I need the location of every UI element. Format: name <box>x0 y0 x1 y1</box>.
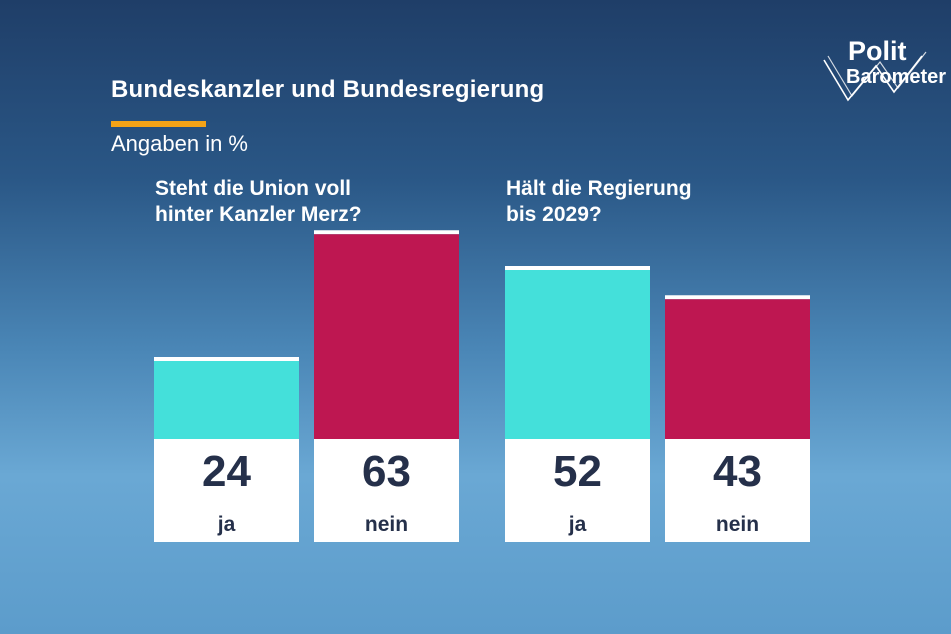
bar-ja <box>154 361 299 439</box>
bar-label-box <box>314 439 459 542</box>
question-1: Steht die Union voll hinter Kanzler Merz… <box>155 176 362 228</box>
chart-subtitle: Angaben in % <box>111 131 248 156</box>
bar-top-cap <box>505 266 650 270</box>
data-label: 52 <box>553 447 602 496</box>
bar-ja <box>505 270 650 439</box>
question-2-line2: bis 2029? <box>506 203 602 226</box>
bar-nein <box>314 234 459 439</box>
data-label: 24 <box>202 447 251 496</box>
question-1-line1: Steht die Union voll <box>155 177 352 200</box>
bar-label-box <box>665 439 810 542</box>
logo-line2: Barometer <box>846 66 947 88</box>
bar-label-box <box>505 439 650 542</box>
data-label: 43 <box>713 447 762 496</box>
logo-line1: Polit <box>848 36 907 66</box>
data-label: 63 <box>362 447 411 496</box>
politbarometer-logo: Polit Barometer <box>818 36 951 106</box>
category-label: ja <box>568 513 587 536</box>
question-1-line2: hinter Kanzler Merz? <box>155 203 362 226</box>
question-2-line1: Hält die Regierung <box>506 177 692 200</box>
bar-top-cap <box>314 230 459 235</box>
category-label: ja <box>217 513 236 536</box>
category-label: nein <box>716 513 759 536</box>
bar-top-cap <box>154 357 299 361</box>
question-2: Hält die Regierung bis 2029? <box>506 176 692 228</box>
title-accent-line <box>111 121 206 127</box>
bar-label-box <box>154 439 299 542</box>
checkmark-icon <box>823 51 927 102</box>
bar-nein <box>665 299 810 439</box>
chart-title: Bundeskanzler und Bundesregierung <box>111 76 545 103</box>
bar-top-cap <box>665 295 810 300</box>
category-label: nein <box>365 513 408 536</box>
